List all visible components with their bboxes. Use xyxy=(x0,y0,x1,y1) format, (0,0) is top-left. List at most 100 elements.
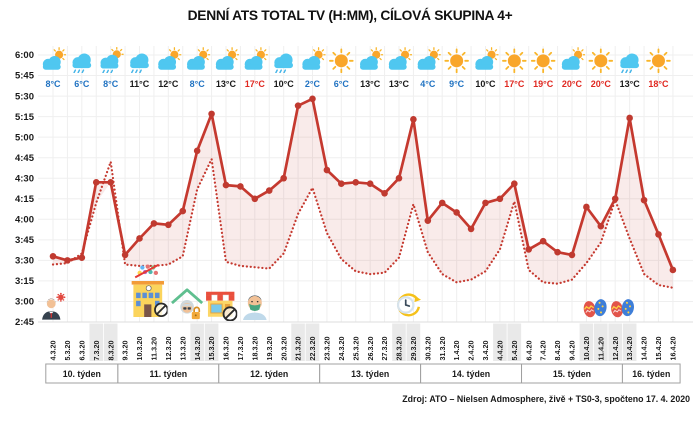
cloud-sun-rain-icon xyxy=(99,47,124,73)
reference-dotted-line xyxy=(51,158,675,289)
school-closed-icon xyxy=(131,263,168,318)
x-axis-labels: 4.3.20 5.3.20 6.3.20 7.3.20 8.3.20 9.3.20 10.3… xyxy=(49,337,678,361)
data-point-marker xyxy=(611,195,619,203)
y-axis-tick-label: 2:45 xyxy=(15,317,35,328)
date-label: 7.3.20 xyxy=(92,341,101,361)
date-label: 10.3.20 xyxy=(135,337,144,361)
date-label: 15.3.20 xyxy=(207,337,216,361)
data-point-marker xyxy=(352,179,360,186)
date-label: 10.4.20 xyxy=(582,337,591,361)
series-reference-line xyxy=(51,158,675,289)
date-label: 26.3.20 xyxy=(366,337,375,361)
date-label: 8.4.20 xyxy=(553,341,562,361)
cloud-sun-icon xyxy=(42,47,66,71)
week-band-label: 14. týden xyxy=(452,369,490,379)
data-point-marker xyxy=(525,246,533,253)
source-note: Zdroj: ATO – Nielsen Admosphere, živě + … xyxy=(402,394,690,404)
data-point-marker xyxy=(193,147,201,155)
temperature-label: 17°C xyxy=(245,79,266,89)
date-label: 15.4.20 xyxy=(654,337,663,361)
weekend-shading xyxy=(89,323,637,361)
y-axis-tick-label: 5:45 xyxy=(15,71,35,82)
weekend-shade xyxy=(392,323,406,361)
week-band-label: 12. týden xyxy=(250,369,288,379)
date-label: 13.4.20 xyxy=(625,337,634,361)
y-axis-tick-label: 4:45 xyxy=(15,153,35,164)
data-point-marker xyxy=(669,266,677,274)
date-label: 14.4.20 xyxy=(640,337,649,361)
data-point-marker xyxy=(626,114,633,122)
date-label: 18.3.20 xyxy=(250,337,259,361)
date-label: 2.4.20 xyxy=(467,341,476,361)
cloud-sun-icon xyxy=(301,47,326,71)
temperature-label: 19°C xyxy=(533,79,554,89)
date-label: 6.3.20 xyxy=(77,341,86,361)
data-point-marker xyxy=(467,225,475,233)
date-label: 25.3.20 xyxy=(351,337,360,361)
temperature-label: 20°C xyxy=(591,79,612,89)
series-2020-line xyxy=(49,95,677,274)
weekend-shade xyxy=(190,323,204,361)
date-label: 31.3.20 xyxy=(438,337,447,361)
sun-icon xyxy=(329,48,354,73)
businessman-virus-icon xyxy=(42,292,66,320)
y-axis-tick-label: 6:00 xyxy=(15,50,34,61)
data-point-marker xyxy=(251,195,259,203)
temperature-label: 18°C xyxy=(648,79,669,89)
data-point-marker xyxy=(222,181,230,189)
data-point-marker xyxy=(280,174,287,182)
data-point-marker xyxy=(438,199,446,207)
date-label: 23.3.20 xyxy=(323,337,332,361)
temperature-label: 8°C xyxy=(103,79,119,89)
data-point-marker xyxy=(453,209,460,216)
sun-icon xyxy=(588,48,614,73)
data-point-marker xyxy=(265,187,273,194)
sun-icon xyxy=(530,48,556,73)
temperature-label: 4°C xyxy=(420,79,436,89)
week-bands: 10. týden 11. týden 12. týden 13. týden 14. … xyxy=(45,363,681,384)
temperature-label: 10°C xyxy=(475,79,496,89)
weather-row: 8°C 6°C 8°C 11°C 12°C 8°C 13°C 17°C 10°C 2°C 6°C 13… xyxy=(42,47,671,89)
date-label: 20.3.20 xyxy=(279,337,288,361)
chart-title: DENNÍ ATS TOTAL TV (H:MM), CÍLOVÁ SKUPIN… xyxy=(187,8,513,23)
date-label: 17.3.20 xyxy=(236,337,245,361)
data-point-marker xyxy=(323,166,331,174)
date-label: 11.3.20 xyxy=(150,337,159,361)
temperature-label: 9°C xyxy=(449,79,465,89)
date-label: 4.4.20 xyxy=(495,341,504,361)
face-mask-icon xyxy=(243,295,267,320)
shop-closed-icon xyxy=(205,290,238,321)
data-point-marker xyxy=(64,257,71,264)
data-point-marker xyxy=(410,116,417,123)
data-point-marker xyxy=(366,180,374,188)
weekend-shade xyxy=(608,323,623,361)
weekend-shade xyxy=(507,323,522,361)
data-point-marker xyxy=(395,174,403,182)
temperature-label: 11°C xyxy=(130,79,150,89)
data-point-marker xyxy=(92,179,100,186)
date-label: 29.3.20 xyxy=(409,337,418,361)
date-label: 14.3.20 xyxy=(193,337,202,361)
weekend-shade xyxy=(622,323,637,361)
date-label: 7.4.20 xyxy=(539,341,548,361)
weekend-shade xyxy=(89,323,104,361)
week-band-label: 10. týden xyxy=(63,369,101,379)
y-axis-tick-label: 3:45 xyxy=(15,235,35,246)
weekend-shade xyxy=(594,323,608,361)
y-axis-labels: 6:00 5:45 5:30 5:15 5:00 4:45 4:30 4:15 4:00 3:45… xyxy=(15,50,35,328)
date-label: 6.4.20 xyxy=(524,341,533,361)
date-label: 30.3.20 xyxy=(423,337,432,361)
data-point-marker xyxy=(237,183,244,190)
week-band-label: 11. týden xyxy=(149,369,187,379)
date-label: 1.4.20 xyxy=(452,341,461,361)
date-label: 24.3.20 xyxy=(337,337,346,361)
cloud-sun-icon xyxy=(244,47,268,71)
date-label: 21.3.20 xyxy=(294,337,303,361)
data-point-marker xyxy=(640,196,648,204)
y-axis-tick-label: 5:15 xyxy=(15,112,35,123)
data-point-marker xyxy=(424,217,432,224)
data-point-marker xyxy=(381,189,388,197)
weekend-shade xyxy=(291,323,305,361)
temperature-label: 8°C xyxy=(45,79,61,89)
